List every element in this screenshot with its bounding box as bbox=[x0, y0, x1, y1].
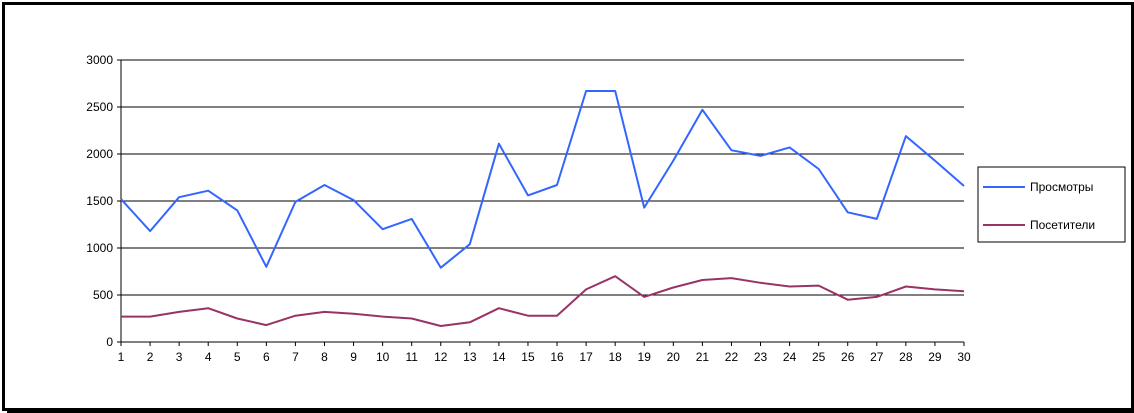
x-tick-label: 6 bbox=[263, 350, 270, 364]
x-tick-label: 25 bbox=[812, 350, 826, 364]
x-tick-label: 15 bbox=[521, 350, 535, 364]
x-tick-label: 7 bbox=[292, 350, 299, 364]
x-tick-label: 19 bbox=[638, 350, 652, 364]
y-tick-label: 2000 bbox=[86, 147, 113, 161]
x-tick-label: 11 bbox=[405, 350, 418, 364]
x-tick-label: 23 bbox=[754, 350, 768, 364]
x-tick-label: 18 bbox=[608, 350, 622, 364]
x-tick-label: 30 bbox=[957, 350, 971, 364]
x-tick-label: 10 bbox=[376, 350, 390, 364]
x-tick-label: 16 bbox=[550, 350, 564, 364]
x-tick-label: 17 bbox=[579, 350, 593, 364]
x-tick-label: 3 bbox=[176, 350, 183, 364]
x-tick-label: 21 bbox=[696, 350, 710, 364]
x-tick-label: 27 bbox=[870, 350, 884, 364]
x-tick-label: 29 bbox=[928, 350, 942, 364]
y-tick-label: 0 bbox=[106, 335, 113, 349]
y-tick-label: 500 bbox=[93, 288, 113, 302]
x-tick-label: 9 bbox=[350, 350, 357, 364]
x-tick-label: 14 bbox=[492, 350, 506, 364]
y-tick-label: 1000 bbox=[86, 241, 113, 255]
y-tick-label: 2500 bbox=[86, 100, 113, 114]
legend: Просмотры Посетители bbox=[978, 167, 1125, 242]
x-tick-label: 22 bbox=[725, 350, 739, 364]
y-tick-label: 3000 bbox=[86, 53, 113, 67]
x-tick-label: 4 bbox=[205, 350, 212, 364]
x-tick-label: 13 bbox=[463, 350, 477, 364]
legend-label-posetiteli: Посетители bbox=[1030, 218, 1095, 232]
x-tick-label: 28 bbox=[899, 350, 913, 364]
x-tick-label: 2 bbox=[147, 350, 154, 364]
x-tick-label: 8 bbox=[321, 350, 328, 364]
x-tick-label: 5 bbox=[234, 350, 241, 364]
legend-label-prosmotry: Просмотры bbox=[1030, 180, 1093, 194]
x-tick-label: 24 bbox=[783, 350, 797, 364]
x-tick-label: 20 bbox=[667, 350, 681, 364]
x-tick-label: 1 bbox=[118, 350, 125, 364]
y-tick-label: 1500 bbox=[86, 194, 113, 208]
x-tick-label: 12 bbox=[434, 350, 448, 364]
x-tick-label: 26 bbox=[841, 350, 855, 364]
y-axis-ticks: 0 500 1000 1500 2000 2500 3000 bbox=[86, 53, 121, 349]
